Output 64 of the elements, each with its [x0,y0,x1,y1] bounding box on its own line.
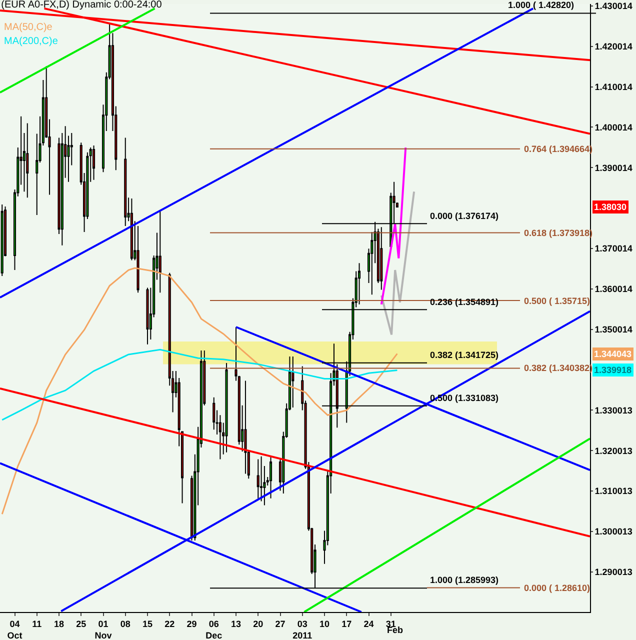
candlestick [380,226,383,290]
text: MA(200,C)e [4,36,58,47]
candlestick [130,198,133,261]
candlestick [212,396,216,430]
x-tick-label: 01 Nov [94,618,112,640]
chart-title: (EUR A0-FX,D) Dynamic 0:00-24:00 [1,0,162,11]
candlestick [218,414,222,460]
candlestick [0,204,4,277]
annotation: 1.344043 [594,349,632,359]
x-tick-label: 25 [76,618,86,629]
x-tick-label: 10 [319,618,330,629]
candlestick [256,458,260,499]
candlestick [358,262,361,305]
x-tick-label: 20 [253,618,264,629]
line-series [1,348,398,421]
ref-line-label: 0.500 ( 1.35715) [524,296,590,306]
x-tick-label: 27 [275,618,286,629]
y-tick-label: 1.430014 [594,1,632,12]
y-tick-label: 1.300013 [594,526,632,537]
x-tick-label: 11 [32,618,42,629]
candlestick [124,137,127,226]
x-tick-label: 04 Oct [7,618,22,640]
y-tick-label: 1.290013 [594,567,632,578]
line-series [380,190,416,336]
ref-line-label: 1.000 (1.285993) [430,575,499,585]
candlestick [260,456,263,502]
candlestick [225,362,228,453]
y-tick-label: 1.350014 [594,324,632,335]
y-tick-label: 1.420014 [594,42,632,52]
y-tick-label: 1.410014 [594,82,632,92]
candlestick [146,287,149,345]
ref-line-label: 0.382 (1.341725) [430,350,499,360]
x-tick-label: 15 [142,618,153,629]
y-tick-label: 1.310013 [594,486,632,496]
line-series [380,146,407,306]
y-tick-label: 1.390014 [594,162,632,173]
candlestick [269,456,272,499]
y-tick-label: 1.370014 [594,244,632,254]
ref-line-label: 0.000 (1.376174) [430,211,499,221]
candlestick [158,210,162,294]
ref-line-label: 0.000 ( 1.28610) [524,583,590,593]
y-tick-label: 1.360014 [594,284,632,294]
y-tick-label: 1.330013 [594,405,632,416]
annotation: 1.339918 [594,365,632,375]
x-tick-label: 29 [186,618,197,629]
x-tick-label: 13 [230,618,242,629]
candlestick [292,356,294,408]
candlestick [26,122,29,198]
ref-line-label: 1.000 ( 1.42820) [508,0,574,10]
x-tick-label: 03 2011 [292,618,312,640]
x-tick-label: 22 [164,618,175,629]
y-tick-label: 1.400014 [594,122,632,132]
x-tick-label: 17 [342,618,352,629]
x-tick-label: 24 [364,618,374,629]
text: MA(50,C)e [4,22,53,33]
x-tick-label: 08 [120,618,130,629]
candlestick [92,144,96,180]
x-tick-label: 06 Dec [206,618,222,640]
x-tick-label: 18 [54,618,64,629]
candlestick [136,225,140,294]
annotation: 1.38030 [594,202,627,212]
candlestick [244,380,247,474]
line-series [1,267,398,515]
y-tick-label: 1.320013 [594,446,632,456]
